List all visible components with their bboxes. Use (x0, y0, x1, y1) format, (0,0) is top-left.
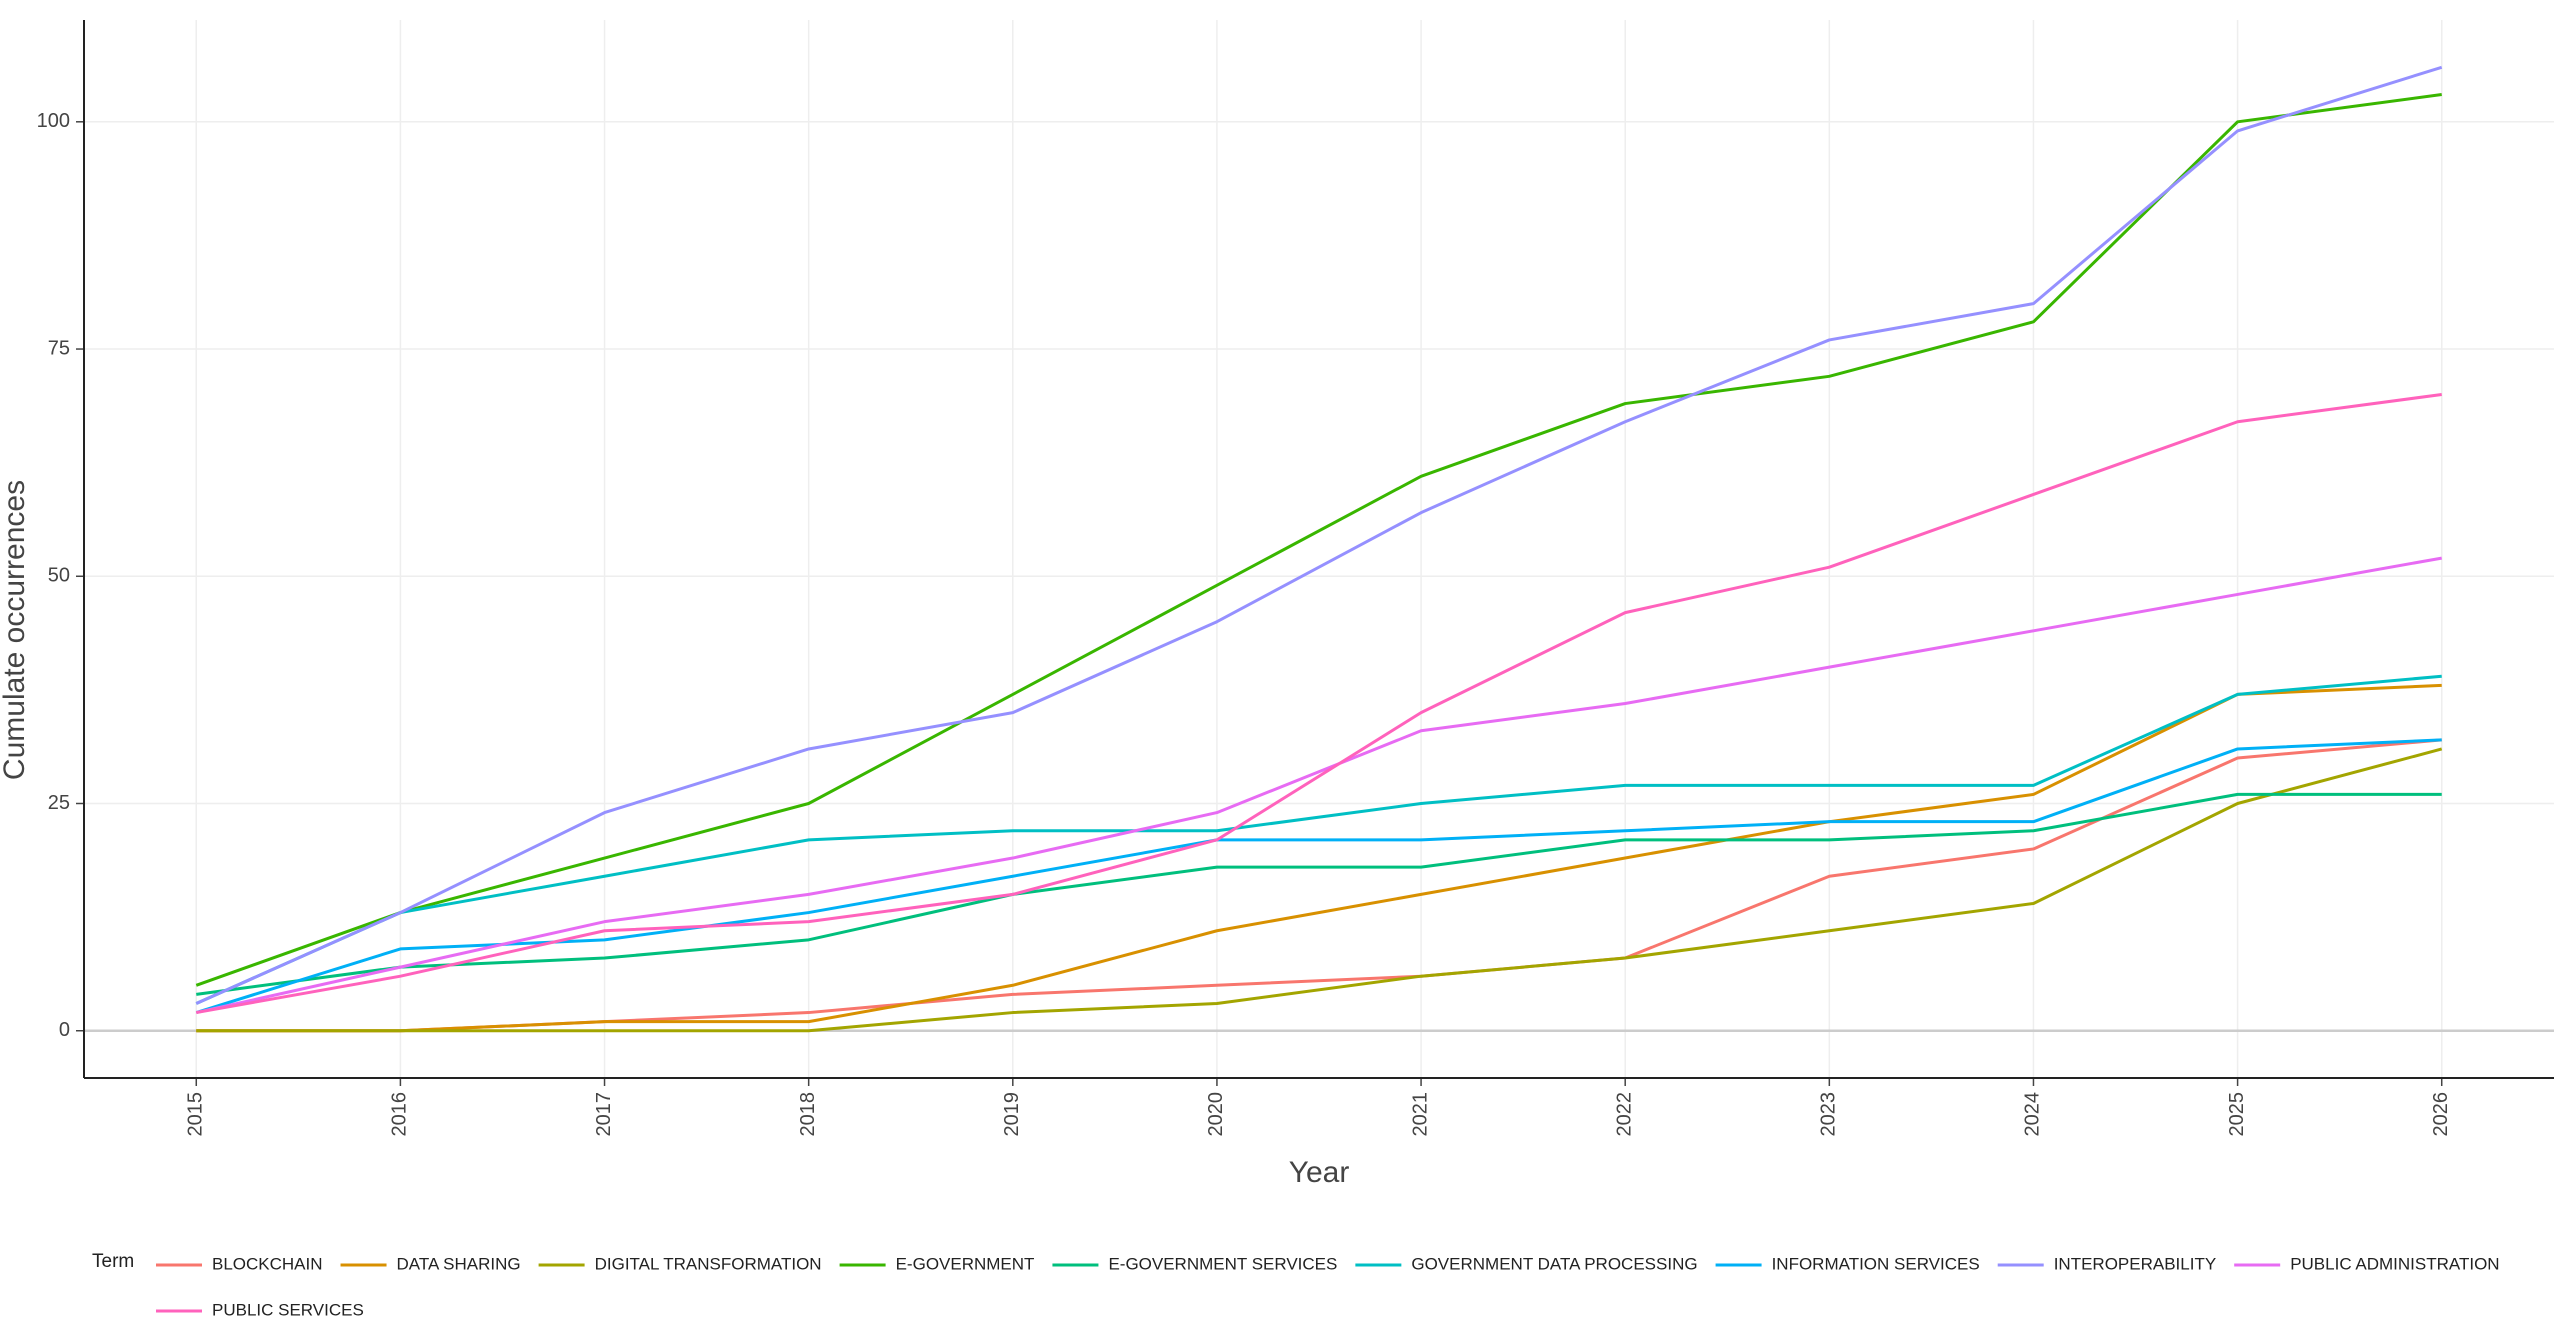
legend-label: INFORMATION SERVICES (1772, 1254, 1980, 1273)
legend-label: INTEROPERABILITY (2054, 1254, 2216, 1273)
legend-item: PUBLIC ADMINISTRATION (2234, 1254, 2500, 1273)
x-tick-label: 2016 (389, 1092, 411, 1137)
series-line (196, 738, 2442, 1033)
legend-label: PUBLIC ADMINISTRATION (2290, 1254, 2499, 1273)
series-line (196, 392, 2442, 1015)
series-line (195, 738, 2442, 1014)
series-line (195, 93, 2442, 987)
x-tick-label: 2022 (1613, 1092, 1635, 1137)
legend-item: INTEROPERABILITY (1997, 1254, 2216, 1273)
x-tick-label: 2024 (2022, 1092, 2044, 1137)
legend-item: BLOCKCHAIN (156, 1254, 323, 1273)
legend-item: E-GOVERNMENT SERVICES (1052, 1254, 1337, 1273)
legend-item: DIGITAL TRANSFORMATION (538, 1254, 822, 1273)
legend-item: PUBLIC SERVICES (156, 1300, 364, 1319)
x-tick-label: 2025 (2226, 1092, 2248, 1137)
legend-label: E-GOVERNMENT (896, 1254, 1035, 1273)
legend-label: GOVERNMENT DATA PROCESSING (1411, 1254, 1697, 1273)
legend-item: GOVERNMENT DATA PROCESSING (1355, 1254, 1698, 1273)
x-tick-label: 2026 (2430, 1092, 2452, 1137)
legend-label: E-GOVERNMENT SERVICES (1108, 1254, 1337, 1273)
x-axis-title: Year (1289, 1156, 1350, 1189)
x-tick-label: 2017 (593, 1092, 615, 1137)
legend-label: BLOCKCHAIN (212, 1254, 323, 1273)
x-tick-label: 2015 (185, 1092, 207, 1137)
y-tick-label: 50 (48, 565, 70, 587)
legend-label: DIGITAL TRANSFORMATION (595, 1254, 822, 1273)
y-tick-label: 25 (48, 792, 70, 814)
series-line (195, 556, 2442, 1015)
legend-label: DATA SHARING (397, 1254, 521, 1273)
y-tick-label: 100 (37, 110, 70, 132)
x-tick-label: 2018 (797, 1092, 819, 1137)
series-line (196, 683, 2442, 1033)
x-tick-label: 2021 (1409, 1092, 1431, 1137)
legend-item: INFORMATION SERVICES (1715, 1254, 1980, 1273)
y-tick-label: 0 (59, 1019, 70, 1041)
x-tick-label: 2020 (1205, 1092, 1227, 1137)
series-line (196, 792, 2442, 996)
series-line (195, 65, 2443, 1005)
legend-title: Term (92, 1251, 134, 1272)
y-axis-title: Cumulate occurrences (0, 480, 31, 780)
x-tick-label: 2019 (1001, 1092, 1023, 1137)
legend-label: PUBLIC SERVICES (212, 1300, 364, 1319)
legend-item: DATA SHARING (340, 1254, 521, 1273)
series-line (195, 674, 2442, 1005)
legend-item: E-GOVERNMENT (839, 1254, 1035, 1273)
series-line (196, 747, 2443, 1033)
x-tick-label: 2023 (1818, 1092, 1840, 1137)
y-tick-label: 75 (48, 337, 70, 359)
